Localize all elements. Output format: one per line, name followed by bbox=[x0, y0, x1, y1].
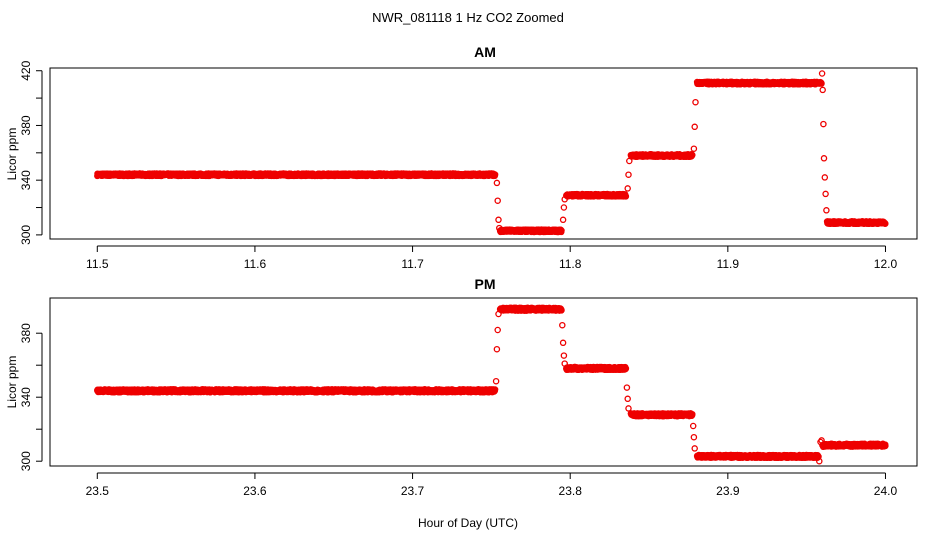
x-tick-label: 23.7 bbox=[401, 484, 425, 498]
x-axis: 23.5 23.6 23.7 23.8 23.9 24.0 bbox=[86, 472, 898, 498]
data-point bbox=[690, 145, 698, 152]
x-tick-label: 11.7 bbox=[401, 257, 424, 271]
data-point bbox=[820, 155, 828, 162]
figure-title: NWR_081118 1 Hz CO2 Zoomed bbox=[372, 10, 564, 25]
data-point bbox=[820, 120, 827, 128]
y-tick-label: 300 bbox=[19, 225, 33, 245]
data-point bbox=[818, 70, 826, 77]
data-point bbox=[821, 174, 829, 181]
panel-title: PM bbox=[475, 276, 496, 292]
x-tick-label: 24.0 bbox=[874, 484, 898, 498]
plot-frame bbox=[49, 67, 918, 240]
panel-title: AM bbox=[474, 44, 496, 60]
y-tick-label: 340 bbox=[19, 387, 33, 407]
data-point bbox=[691, 123, 698, 131]
data-point bbox=[818, 80, 825, 87]
data-point bbox=[560, 204, 568, 211]
data-point bbox=[561, 196, 568, 203]
plot-frame bbox=[49, 297, 918, 467]
x-tick-label: 11.8 bbox=[559, 257, 582, 271]
data-point bbox=[495, 216, 502, 224]
y-axis: 300 340 380 bbox=[19, 323, 43, 471]
data-point bbox=[823, 207, 830, 214]
y-tick-label: 340 bbox=[19, 170, 33, 190]
y-axis: 300 340 380 420 bbox=[19, 60, 43, 245]
x-tick-label: 11.9 bbox=[717, 257, 740, 271]
y-tick-label: 380 bbox=[19, 323, 33, 343]
x-tick-label: 11.6 bbox=[244, 257, 267, 271]
data-point bbox=[822, 190, 829, 198]
y-tick-label: 380 bbox=[19, 115, 33, 135]
data-point bbox=[494, 197, 501, 204]
data-point bbox=[558, 227, 565, 234]
data-point bbox=[559, 216, 567, 224]
data-points bbox=[94, 70, 889, 236]
data-point bbox=[882, 220, 889, 227]
data-point bbox=[491, 171, 499, 178]
y-tick-label: 420 bbox=[19, 60, 33, 80]
x-tick-label: 12.0 bbox=[874, 257, 898, 271]
data-point bbox=[493, 179, 501, 187]
data-point bbox=[625, 171, 632, 178]
data-point bbox=[624, 185, 631, 192]
data-point bbox=[626, 157, 633, 165]
data-point bbox=[689, 151, 696, 159]
x-tick-label: 23.8 bbox=[559, 484, 583, 498]
x-tick-label: 23.6 bbox=[243, 484, 267, 498]
data-points bbox=[94, 304, 889, 465]
data-point bbox=[692, 98, 699, 106]
x-axis: 11.5 11.6 11.7 11.8 11.9 12.0 bbox=[86, 245, 898, 271]
x-tick-label: 23.5 bbox=[86, 484, 110, 498]
data-point bbox=[819, 86, 826, 94]
data-point bbox=[496, 224, 503, 232]
x-tick-label: 23.9 bbox=[716, 484, 740, 498]
y-tick-label: 300 bbox=[19, 451, 33, 471]
y-axis-label: Licor ppm bbox=[5, 356, 19, 409]
data-point bbox=[622, 193, 630, 200]
x-tick-label: 11.5 bbox=[86, 257, 109, 271]
y-axis-label: Licor ppm bbox=[5, 128, 19, 181]
